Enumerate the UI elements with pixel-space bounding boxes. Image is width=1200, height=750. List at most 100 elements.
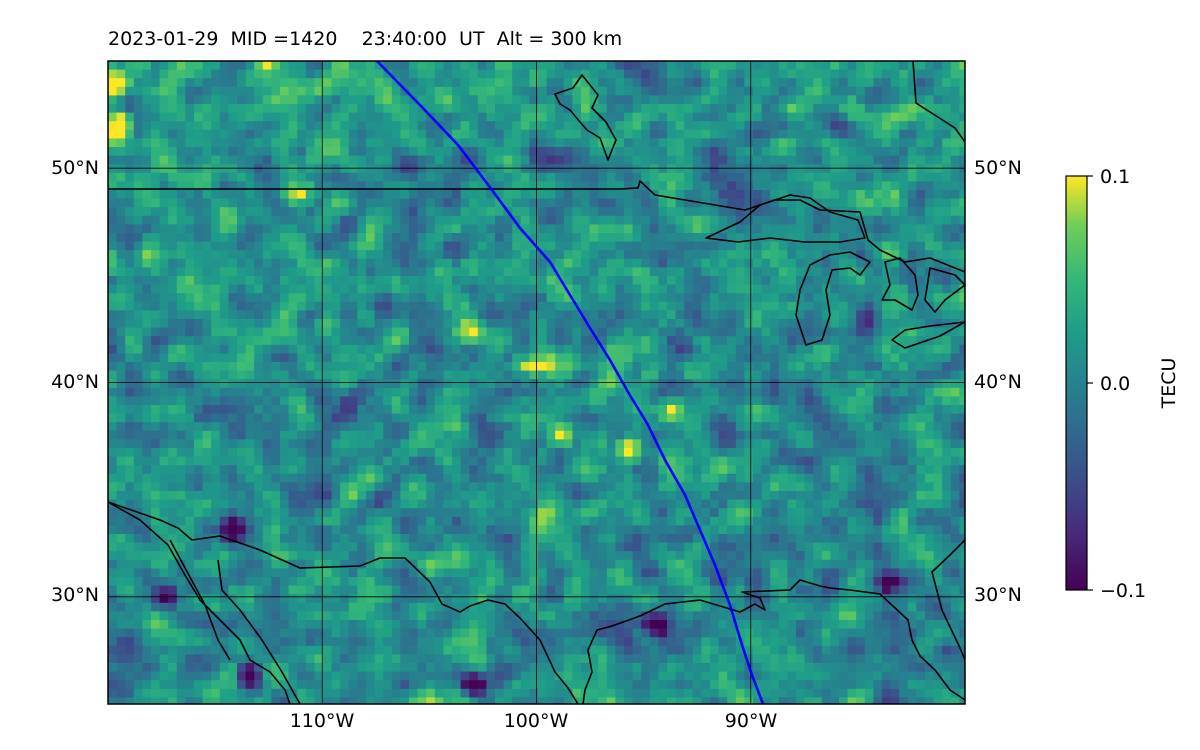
- tec-pixel: [907, 370, 917, 380]
- tec-pixel: [211, 181, 221, 191]
- tec-pixel: [770, 147, 780, 157]
- tec-pixel: [916, 78, 926, 88]
- tec-pixel: [684, 215, 694, 225]
- tec-pixel: [701, 69, 711, 79]
- tec-pixel: [615, 224, 625, 234]
- tec-pixel: [469, 215, 479, 225]
- tec-pixel: [804, 284, 814, 294]
- tec-pixel: [839, 112, 849, 122]
- tec-pixel: [899, 439, 909, 449]
- tec-pixel: [890, 147, 900, 157]
- tec-pixel: [572, 190, 582, 200]
- tec-pixel: [950, 215, 960, 225]
- tec-pixel: [959, 276, 965, 286]
- tec-pixel: [159, 233, 169, 243]
- tec-pixel: [933, 293, 943, 303]
- tec-pixel: [538, 69, 548, 79]
- tec-pixel: [770, 181, 780, 191]
- tec-pixel: [804, 379, 814, 389]
- tec-pixel: [529, 86, 539, 96]
- tec-pixel: [589, 267, 599, 277]
- tec-pixel: [959, 396, 965, 406]
- tec-pixel: [658, 396, 668, 406]
- tec-pixel: [787, 465, 797, 475]
- tec-pixel: [581, 456, 591, 466]
- tec-pixel: [753, 147, 763, 157]
- tec-pixel: [469, 405, 479, 415]
- tec-pixel: [555, 95, 565, 105]
- tec-pixel: [830, 456, 840, 466]
- tec-pixel: [907, 112, 917, 122]
- tec-pixel: [366, 258, 376, 268]
- tec-pixel: [572, 362, 582, 372]
- tec-pixel: [778, 250, 788, 260]
- tec-pixel: [288, 241, 298, 251]
- tec-pixel: [116, 448, 126, 458]
- tec-pixel: [959, 293, 965, 303]
- tec-pixel: [245, 482, 255, 492]
- tec-pixel: [176, 319, 186, 329]
- tec-pixel: [391, 473, 401, 483]
- tec-pixel: [632, 138, 642, 148]
- tec-pixel: [280, 387, 290, 397]
- tec-pixel: [271, 327, 281, 337]
- tec-pixel: [770, 276, 780, 286]
- tec-pixel: [658, 422, 668, 432]
- tec-pixel: [710, 336, 720, 346]
- tec-pixel: [288, 61, 298, 71]
- tec-pixel: [925, 413, 935, 423]
- tec-pixel: [503, 396, 513, 406]
- tec-pixel: [658, 456, 668, 466]
- tec-pixel: [710, 422, 720, 432]
- tec-pixel: [641, 456, 651, 466]
- tec-pixel: [348, 190, 358, 200]
- tec-pixel: [271, 164, 281, 174]
- tec-pixel: [873, 69, 883, 79]
- tec-pixel: [340, 293, 350, 303]
- tec-pixel: [727, 95, 737, 105]
- tec-pixel: [555, 86, 565, 96]
- tec-pixel: [366, 276, 376, 286]
- tec-pixel: [426, 267, 436, 277]
- tec-pixel: [331, 233, 341, 243]
- tec-pixel: [606, 396, 616, 406]
- tec-pixel: [176, 112, 186, 122]
- tec-pixel: [434, 448, 444, 458]
- tec-pixel: [340, 379, 350, 389]
- tec-pixel: [847, 224, 857, 234]
- tec-pixel: [641, 138, 651, 148]
- tec-pixel: [477, 112, 487, 122]
- tec-pixel: [159, 439, 169, 449]
- tec-pixel: [649, 129, 659, 139]
- tec-pixel: [632, 190, 642, 200]
- tec-pixel: [426, 336, 436, 346]
- tec-pixel: [228, 473, 238, 483]
- tec-pixel: [443, 147, 453, 157]
- tec-pixel: [589, 61, 599, 71]
- tec-pixel: [176, 327, 186, 337]
- tec-pixel: [469, 284, 479, 294]
- tec-pixel: [538, 129, 548, 139]
- tec-pixel: [486, 405, 496, 415]
- tec-pixel: [503, 95, 513, 105]
- tec-pixel: [297, 121, 307, 131]
- tec-pixel: [400, 181, 410, 191]
- tec-pixel: [589, 301, 599, 311]
- tec-pixel: [710, 198, 720, 208]
- tec-pixel: [159, 198, 169, 208]
- tec-pixel: [305, 198, 315, 208]
- tec-pixel: [675, 465, 685, 475]
- tec-pixel: [907, 172, 917, 182]
- tec-pixel: [942, 387, 952, 397]
- tec-pixel: [718, 448, 728, 458]
- tec-pixel: [495, 241, 505, 251]
- tec-pixel: [108, 78, 118, 88]
- tec-pixel: [176, 233, 186, 243]
- tec-pixel: [280, 190, 290, 200]
- tec-pixel: [305, 319, 315, 329]
- tec-pixel: [280, 430, 290, 440]
- tec-pixel: [942, 353, 952, 363]
- tec-pixel: [761, 293, 771, 303]
- tec-pixel: [314, 233, 324, 243]
- tec-pixel: [211, 121, 221, 131]
